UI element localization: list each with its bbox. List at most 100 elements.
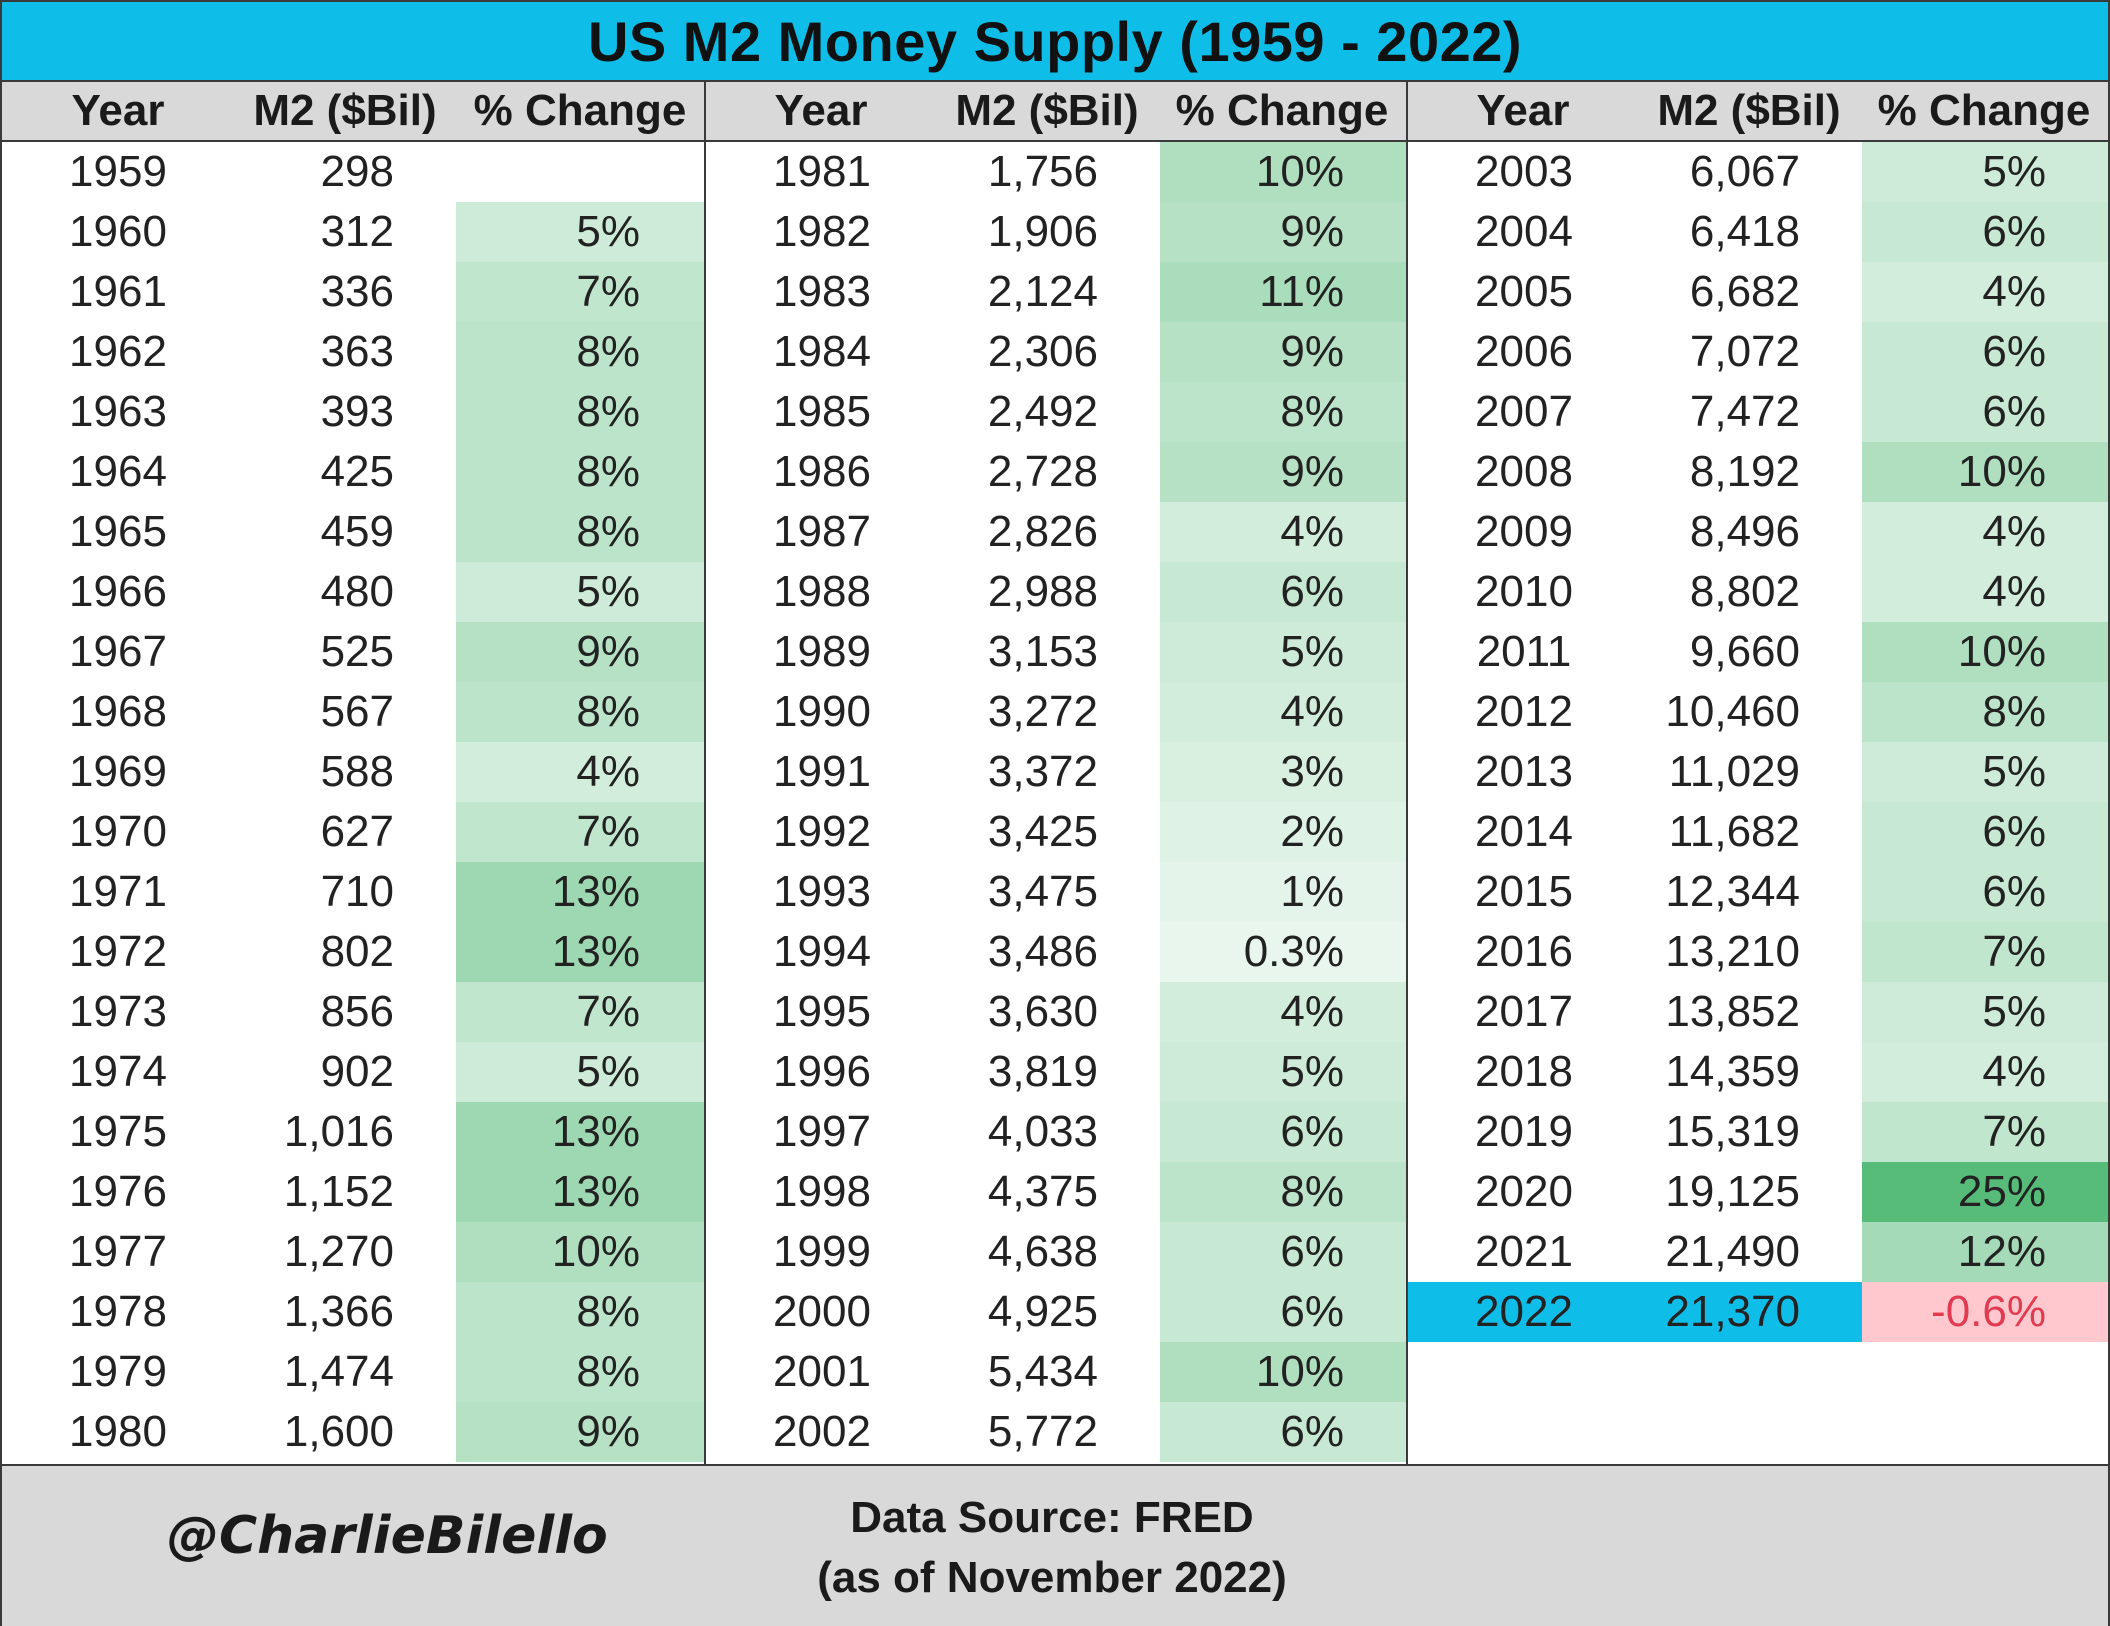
pct-cell: 7% — [576, 987, 640, 1036]
pct-heat-cell — [1160, 382, 1408, 442]
year-cell: 1993 — [773, 867, 871, 916]
pct-heat-cell — [1160, 982, 1408, 1042]
m2-cell: 2,728 — [987, 447, 1098, 496]
year-cell: 1990 — [773, 687, 871, 736]
author-handle: @CharlieBilello — [167, 1506, 608, 1566]
year-cell: 2005 — [1475, 267, 1573, 316]
pct-cell: 5% — [576, 207, 640, 256]
pct-heat-cell — [1160, 682, 1408, 742]
pct-cell: 6% — [1280, 1407, 1344, 1456]
pct-cell: 6% — [1982, 387, 2046, 436]
m2-cell: 3,153 — [987, 627, 1098, 676]
pct-cell: 9% — [1280, 207, 1344, 256]
pct-cell: 10% — [1255, 147, 1344, 196]
header-year-3: Year — [1476, 86, 1570, 135]
m2-cell: 627 — [320, 807, 394, 856]
pct-cell: 4% — [1982, 507, 2046, 556]
m2-cell: 19,125 — [1665, 1167, 1800, 1216]
pct-cell: 6% — [1280, 567, 1344, 616]
table-title: US M2 Money Supply (1959 - 2022) — [2, 2, 2108, 82]
pct-cell: 8% — [1280, 1167, 1344, 1216]
pct-cell: 8% — [576, 1287, 640, 1336]
year-cell: 1975 — [69, 1107, 167, 1156]
pct-cell: 13% — [551, 1167, 640, 1216]
year-cell: 1985 — [773, 387, 871, 436]
year-cell: 1964 — [69, 447, 167, 496]
year-cell: 1986 — [773, 447, 871, 496]
pct-heat-cell — [1862, 1282, 2108, 1342]
year-cell: 2000 — [773, 1287, 871, 1336]
m2-cell: 8,192 — [1689, 447, 1800, 496]
m2-cell: 1,906 — [987, 207, 1098, 256]
m2-cell: 4,925 — [987, 1287, 1098, 1336]
year-cell: 2003 — [1475, 147, 1573, 196]
year-cell: 1999 — [773, 1227, 871, 1276]
pct-cell: 9% — [576, 627, 640, 676]
m2-cell: 312 — [320, 207, 394, 256]
pct-cell — [456, 142, 640, 202]
pct-cell: 4% — [1280, 507, 1344, 556]
pct-heat-cell — [456, 982, 704, 1042]
pct-cell: 8% — [576, 507, 640, 556]
m2-cell: 1,474 — [283, 1347, 394, 1396]
m2-cell: 1,366 — [283, 1287, 394, 1336]
pct-cell: 7% — [1982, 1107, 2046, 1156]
m2-cell: 1,270 — [283, 1227, 394, 1276]
pct-heat-cell — [1862, 142, 2108, 202]
m2-cell: 5,772 — [987, 1407, 1098, 1456]
year-cell: 1991 — [773, 747, 871, 796]
pct-cell: 11% — [1259, 267, 1344, 316]
pct-cell: 13% — [551, 1107, 640, 1156]
m2-cell: 3,819 — [987, 1047, 1098, 1096]
pct-heat-cell — [1160, 502, 1408, 562]
year-cell: 1962 — [69, 327, 167, 376]
pct-cell: 4% — [1982, 567, 2046, 616]
header-pct-2: % Change — [1175, 86, 1389, 135]
m2-cell: 856 — [320, 987, 394, 1036]
pct-heat-cell — [456, 382, 704, 442]
pct-cell: 5% — [576, 1047, 640, 1096]
m2-cell: 11,029 — [1668, 747, 1800, 796]
pct-heat-cell — [456, 862, 704, 922]
pct-cell: 9% — [1280, 327, 1344, 376]
pct-cell: 8% — [576, 1347, 640, 1396]
data-source-line: Data Source: FRED — [850, 1493, 1254, 1542]
pct-cell: 3% — [1280, 747, 1344, 796]
pct-cell: 6% — [1982, 867, 2046, 916]
pct-cell: 6% — [1982, 327, 2046, 376]
year-cell: 1981 — [773, 147, 871, 196]
pct-heat-cell — [456, 622, 704, 682]
header-pct-3: % Change — [1877, 86, 2091, 135]
pct-cell: 8% — [576, 327, 640, 376]
year-cell: 1982 — [773, 207, 871, 256]
year-cell: 1987 — [773, 507, 871, 556]
pct-cell: 8% — [1982, 687, 2046, 736]
pct-heat-cell — [1160, 802, 1408, 862]
year-cell: 2010 — [1475, 567, 1573, 616]
pct-heat-cell — [1862, 202, 2108, 262]
header-m2-1: M2 ($Bil) — [253, 86, 437, 135]
m2-cell: 336 — [320, 267, 394, 316]
m2-cell: 588 — [320, 747, 394, 796]
pct-heat-cell — [1862, 1162, 2108, 1222]
pct-heat-cell — [1862, 262, 2108, 322]
pct-cell: 5% — [1982, 747, 2046, 796]
year-cell: 1967 — [69, 627, 167, 676]
year-cell: 1959 — [69, 147, 167, 196]
pct-heat-cell — [456, 442, 704, 502]
year-cell: 2012 — [1475, 687, 1573, 736]
m2-cell: 363 — [320, 327, 394, 376]
column-divider — [1406, 82, 1408, 1464]
year-cell: 1978 — [69, 1287, 167, 1336]
year-cell: 1974 — [69, 1047, 167, 1096]
pct-heat-cell — [1160, 1102, 1408, 1162]
year-cell: 1983 — [773, 267, 871, 316]
pct-heat-cell — [456, 1342, 704, 1402]
year-cell: 1966 — [69, 567, 167, 616]
pct-heat-cell — [456, 1282, 704, 1342]
year-cell: 1992 — [773, 807, 871, 856]
pct-cell: 7% — [576, 267, 640, 316]
year-cell: 1963 — [69, 387, 167, 436]
header-year-2: Year — [774, 86, 868, 135]
m2-cell: 13,852 — [1665, 987, 1800, 1036]
